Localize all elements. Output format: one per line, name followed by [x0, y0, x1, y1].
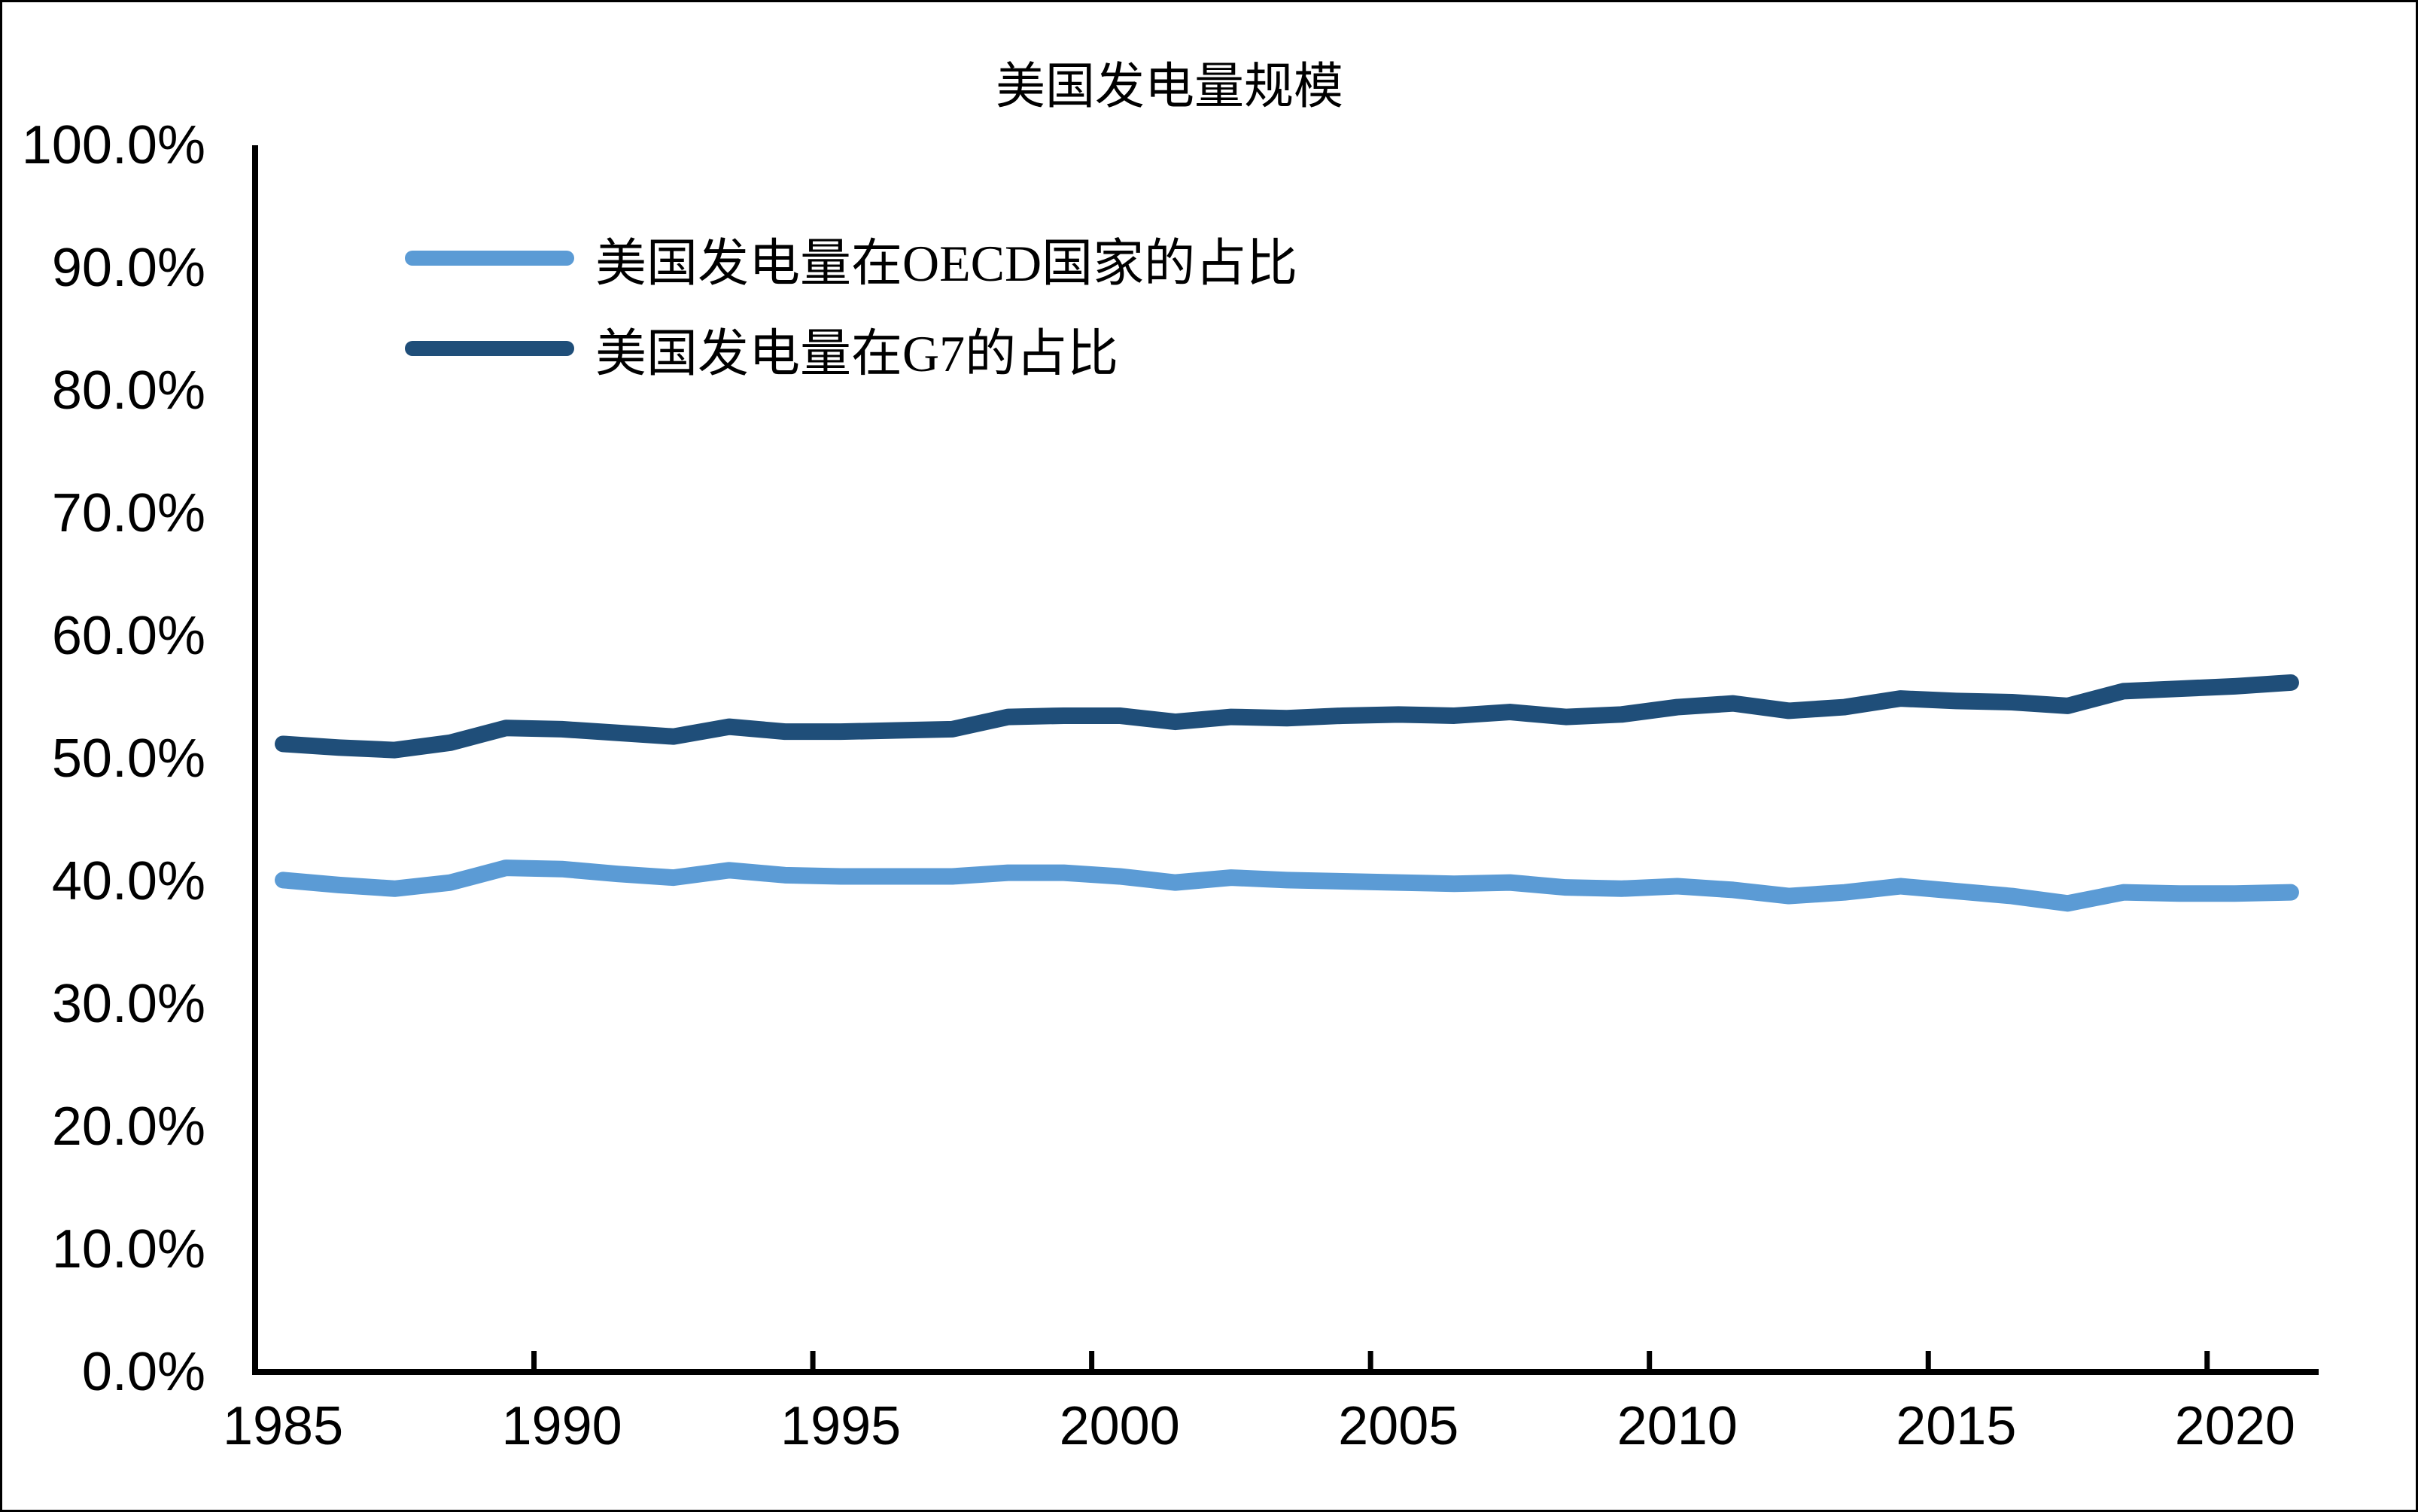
y-tick-label: 60.0%: [52, 606, 205, 666]
x-tick-label: 2020: [2175, 1396, 2295, 1456]
x-tick-label: 2015: [1896, 1396, 2016, 1456]
legend-swatch-g7-line: [405, 341, 574, 356]
y-tick-label: 40.0%: [52, 851, 205, 911]
legend-swatch-oecd-line: [405, 251, 574, 266]
legend-item-g7: 美国发电量在G7的占比: [405, 318, 1297, 382]
y-tick-label: 90.0%: [52, 238, 205, 298]
y-tick-label: 70.0%: [52, 483, 205, 543]
y-tick-label: 30.0%: [52, 974, 205, 1034]
legend-item-oecd: 美国发电量在OECD国家的占比: [405, 228, 1297, 292]
y-tick-label: 0.0%: [82, 1342, 205, 1402]
x-tick-label: 1995: [780, 1396, 901, 1456]
series-line-oecd: [275, 859, 2299, 912]
y-tick-label: 20.0%: [52, 1097, 205, 1157]
legend-label-g7: 美国发电量在G7的占比: [595, 324, 1119, 382]
axis-lines: [252, 145, 2319, 1375]
y-tick-label: 10.0%: [52, 1219, 205, 1279]
y-tick-label: 80.0%: [52, 361, 205, 421]
x-tick-label: 1990: [502, 1396, 622, 1456]
legend: 美国发电量在OECD国家的占比 美国发电量在G7的占比: [405, 228, 1297, 409]
y-tick-label: 50.0%: [52, 729, 205, 789]
series-line-g7: [275, 674, 2299, 759]
x-tick-label: 1985: [223, 1396, 343, 1456]
x-tick-label: 2005: [1338, 1396, 1458, 1456]
x-tick-label: 2010: [1617, 1396, 1738, 1456]
y-tick-label: 100.0%: [22, 115, 205, 175]
x-tick-label: 2000: [1060, 1396, 1180, 1456]
legend-label-oecd: 美国发电量在OECD国家的占比: [595, 234, 1298, 292]
chart-title: 美国发电量规模: [996, 59, 1343, 114]
